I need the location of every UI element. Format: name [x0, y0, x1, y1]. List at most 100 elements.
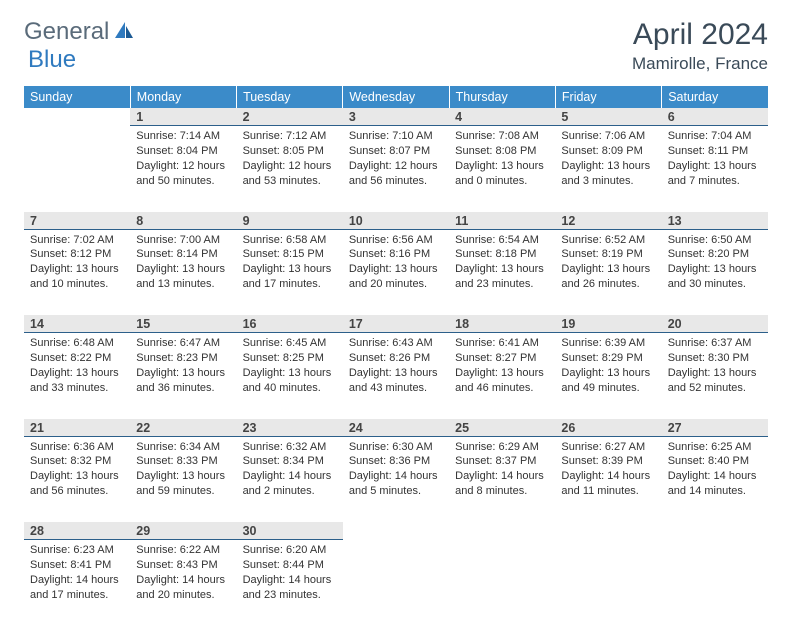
day-content-cell: Sunrise: 6:58 AMSunset: 8:15 PMDaylight:…	[237, 229, 343, 315]
day-content-cell	[555, 540, 661, 626]
day-number-cell: 3	[343, 108, 449, 126]
day-content-row: Sunrise: 7:02 AMSunset: 8:12 PMDaylight:…	[24, 229, 768, 315]
day-content-cell: Sunrise: 7:10 AMSunset: 8:07 PMDaylight:…	[343, 126, 449, 212]
day-number-cell: 9	[237, 212, 343, 230]
day-content-row: Sunrise: 6:48 AMSunset: 8:22 PMDaylight:…	[24, 333, 768, 419]
sunrise-line: Sunrise: 6:27 AM	[561, 440, 655, 455]
cell-content: Sunrise: 6:41 AMSunset: 8:27 PMDaylight:…	[449, 333, 555, 401]
daylight-line: Daylight: 13 hours and 33 minutes.	[30, 366, 124, 396]
month-title: April 2024	[632, 18, 768, 52]
cell-content: Sunrise: 7:04 AMSunset: 8:11 PMDaylight:…	[662, 126, 768, 194]
sunrise-line: Sunrise: 6:48 AM	[30, 336, 124, 351]
weekday-header-row: SundayMondayTuesdayWednesdayThursdayFrid…	[24, 86, 768, 108]
day-content-cell: Sunrise: 7:08 AMSunset: 8:08 PMDaylight:…	[449, 126, 555, 212]
daylight-line: Daylight: 14 hours and 20 minutes.	[136, 573, 230, 603]
day-number-cell: 16	[237, 315, 343, 333]
cell-content: Sunrise: 6:39 AMSunset: 8:29 PMDaylight:…	[555, 333, 661, 401]
daylight-line: Daylight: 13 hours and 13 minutes.	[136, 262, 230, 292]
day-number-cell: 8	[130, 212, 236, 230]
sunset-line: Sunset: 8:18 PM	[455, 247, 549, 262]
day-content-cell: Sunrise: 6:56 AMSunset: 8:16 PMDaylight:…	[343, 229, 449, 315]
cell-content: Sunrise: 6:54 AMSunset: 8:18 PMDaylight:…	[449, 230, 555, 298]
sunset-line: Sunset: 8:30 PM	[668, 351, 762, 366]
day-number-cell: 25	[449, 419, 555, 437]
sunset-line: Sunset: 8:08 PM	[455, 144, 549, 159]
sunset-line: Sunset: 8:36 PM	[349, 454, 443, 469]
day-number-cell	[662, 522, 768, 540]
daylight-line: Daylight: 12 hours and 50 minutes.	[136, 159, 230, 189]
cell-content: Sunrise: 6:56 AMSunset: 8:16 PMDaylight:…	[343, 230, 449, 298]
day-content-row: Sunrise: 6:23 AMSunset: 8:41 PMDaylight:…	[24, 540, 768, 626]
sunrise-line: Sunrise: 7:12 AM	[243, 129, 337, 144]
day-content-cell: Sunrise: 7:00 AMSunset: 8:14 PMDaylight:…	[130, 229, 236, 315]
day-number-cell: 19	[555, 315, 661, 333]
day-content-cell: Sunrise: 6:29 AMSunset: 8:37 PMDaylight:…	[449, 436, 555, 522]
daylight-line: Daylight: 13 hours and 56 minutes.	[30, 469, 124, 499]
sunrise-line: Sunrise: 6:29 AM	[455, 440, 549, 455]
day-number-cell: 10	[343, 212, 449, 230]
cell-content: Sunrise: 6:47 AMSunset: 8:23 PMDaylight:…	[130, 333, 236, 401]
weekday-header: Wednesday	[343, 86, 449, 108]
cell-content: Sunrise: 6:23 AMSunset: 8:41 PMDaylight:…	[24, 540, 130, 608]
day-number-cell: 24	[343, 419, 449, 437]
day-content-row: Sunrise: 7:14 AMSunset: 8:04 PMDaylight:…	[24, 126, 768, 212]
daylight-line: Daylight: 13 hours and 20 minutes.	[349, 262, 443, 292]
sunrise-line: Sunrise: 6:47 AM	[136, 336, 230, 351]
sunset-line: Sunset: 8:16 PM	[349, 247, 443, 262]
sunrise-line: Sunrise: 6:30 AM	[349, 440, 443, 455]
day-content-cell: Sunrise: 7:04 AMSunset: 8:11 PMDaylight:…	[662, 126, 768, 212]
daylight-line: Daylight: 14 hours and 5 minutes.	[349, 469, 443, 499]
cell-content: Sunrise: 6:37 AMSunset: 8:30 PMDaylight:…	[662, 333, 768, 401]
sunset-line: Sunset: 8:44 PM	[243, 558, 337, 573]
daylight-line: Daylight: 14 hours and 23 minutes.	[243, 573, 337, 603]
daylight-line: Daylight: 14 hours and 8 minutes.	[455, 469, 549, 499]
sunset-line: Sunset: 8:15 PM	[243, 247, 337, 262]
sunrise-line: Sunrise: 6:23 AM	[30, 543, 124, 558]
daylight-line: Daylight: 13 hours and 10 minutes.	[30, 262, 124, 292]
cell-content: Sunrise: 7:08 AMSunset: 8:08 PMDaylight:…	[449, 126, 555, 194]
sunset-line: Sunset: 8:32 PM	[30, 454, 124, 469]
title-block: April 2024 Mamirolle, France	[632, 18, 768, 74]
sunset-line: Sunset: 8:14 PM	[136, 247, 230, 262]
sunrise-line: Sunrise: 6:25 AM	[668, 440, 762, 455]
day-number-cell: 11	[449, 212, 555, 230]
day-number-cell: 22	[130, 419, 236, 437]
day-content-cell: Sunrise: 6:50 AMSunset: 8:20 PMDaylight:…	[662, 229, 768, 315]
logo: General	[24, 18, 137, 46]
cell-content: Sunrise: 6:30 AMSunset: 8:36 PMDaylight:…	[343, 437, 449, 505]
day-content-cell	[662, 540, 768, 626]
daylight-line: Daylight: 13 hours and 0 minutes.	[455, 159, 549, 189]
daylight-line: Daylight: 13 hours and 52 minutes.	[668, 366, 762, 396]
sunrise-line: Sunrise: 6:45 AM	[243, 336, 337, 351]
weekday-header: Saturday	[662, 86, 768, 108]
day-number-cell	[449, 522, 555, 540]
sail-icon	[113, 20, 135, 45]
sunset-line: Sunset: 8:11 PM	[668, 144, 762, 159]
sunrise-line: Sunrise: 6:43 AM	[349, 336, 443, 351]
sunset-line: Sunset: 8:07 PM	[349, 144, 443, 159]
day-number-cell: 21	[24, 419, 130, 437]
day-number-cell	[343, 522, 449, 540]
cell-content: Sunrise: 6:52 AMSunset: 8:19 PMDaylight:…	[555, 230, 661, 298]
day-number-cell: 4	[449, 108, 555, 126]
day-content-cell: Sunrise: 7:14 AMSunset: 8:04 PMDaylight:…	[130, 126, 236, 212]
day-content-cell	[343, 540, 449, 626]
sunrise-line: Sunrise: 7:10 AM	[349, 129, 443, 144]
sunrise-line: Sunrise: 6:56 AM	[349, 233, 443, 248]
sunset-line: Sunset: 8:19 PM	[561, 247, 655, 262]
sunset-line: Sunset: 8:23 PM	[136, 351, 230, 366]
cell-content: Sunrise: 6:36 AMSunset: 8:32 PMDaylight:…	[24, 437, 130, 505]
day-number-cell: 13	[662, 212, 768, 230]
day-number-cell: 6	[662, 108, 768, 126]
day-number-cell: 29	[130, 522, 236, 540]
daylight-line: Daylight: 13 hours and 7 minutes.	[668, 159, 762, 189]
day-content-cell: Sunrise: 7:02 AMSunset: 8:12 PMDaylight:…	[24, 229, 130, 315]
day-content-cell	[24, 126, 130, 212]
cell-content: Sunrise: 6:32 AMSunset: 8:34 PMDaylight:…	[237, 437, 343, 505]
weekday-header: Tuesday	[237, 86, 343, 108]
sunset-line: Sunset: 8:05 PM	[243, 144, 337, 159]
day-content-cell: Sunrise: 6:25 AMSunset: 8:40 PMDaylight:…	[662, 436, 768, 522]
cell-content: Sunrise: 6:48 AMSunset: 8:22 PMDaylight:…	[24, 333, 130, 401]
cell-content: Sunrise: 6:20 AMSunset: 8:44 PMDaylight:…	[237, 540, 343, 608]
sunrise-line: Sunrise: 7:08 AM	[455, 129, 549, 144]
